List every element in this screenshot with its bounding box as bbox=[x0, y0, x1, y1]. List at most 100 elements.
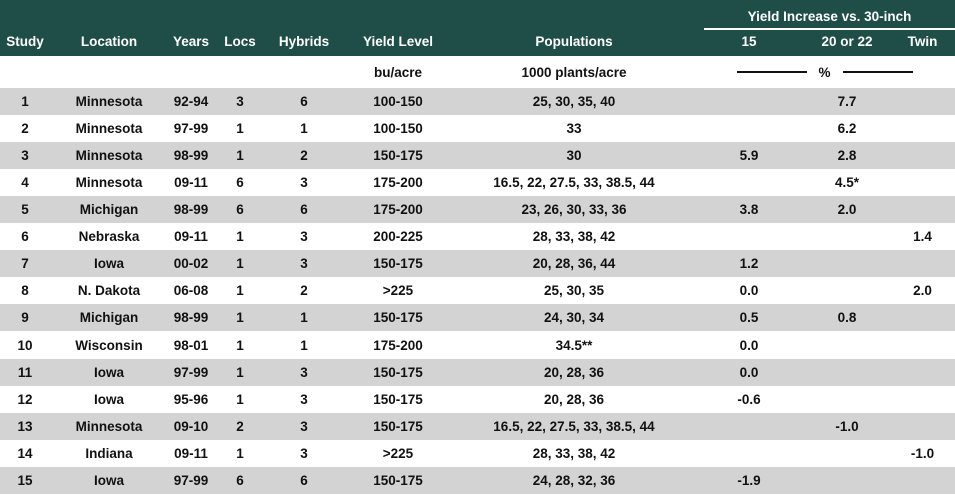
cell-study: 14 bbox=[17, 445, 33, 461]
cell-inc-20-or-22 bbox=[804, 223, 890, 250]
cell-hybrids: 6 bbox=[300, 472, 308, 488]
cell-inc-15: 1.2 bbox=[739, 256, 759, 272]
cell-yield-level: 150-175 bbox=[373, 256, 423, 272]
col-header-yield-level: Yield Level bbox=[342, 30, 454, 56]
column-header-row: Study Location Years Locs Hybrids Yield … bbox=[0, 30, 955, 56]
cell-inc-20-or-22 bbox=[804, 386, 890, 413]
cell-populations: 24, 28, 32, 36 bbox=[532, 472, 616, 488]
col-header-locs: Locs bbox=[214, 30, 266, 56]
cell-inc-15: 0.0 bbox=[739, 337, 759, 353]
cell-years: 92-94 bbox=[173, 94, 209, 110]
table-row: 6 Nebraska 09-11 1 3 200-225 28, 33, 38, 42 1.4 bbox=[0, 223, 955, 251]
cell-yield-level: >225 bbox=[382, 283, 414, 299]
cell-location: N. Dakota bbox=[77, 283, 141, 299]
col-header-location: Location bbox=[50, 30, 168, 56]
group-header-label: Yield Increase vs. 30-inch bbox=[704, 9, 955, 30]
cell-study: 7 bbox=[21, 256, 29, 272]
table-row: 1 Minnesota 92-94 3 6 100-150 25, 30, 35, 40 7.… bbox=[0, 88, 955, 116]
cell-populations: 30 bbox=[566, 148, 582, 164]
cell-inc-15 bbox=[694, 440, 804, 467]
col-header-15: 15 bbox=[694, 30, 804, 56]
cell-yield-level: 175-200 bbox=[373, 337, 423, 353]
cell-yield-level: 175-200 bbox=[373, 175, 423, 191]
cell-location: Nebraska bbox=[78, 229, 140, 245]
cell-years: 97-99 bbox=[173, 472, 209, 488]
cell-yield-level: 200-225 bbox=[373, 229, 423, 245]
cell-hybrids: 1 bbox=[300, 310, 308, 326]
cell-yield-level: 150-175 bbox=[373, 472, 423, 488]
cell-inc-15: 0.5 bbox=[739, 310, 759, 326]
cell-inc-15 bbox=[694, 413, 804, 440]
cell-inc-20-or-22 bbox=[804, 440, 890, 467]
cell-yield-level: 150-175 bbox=[373, 391, 423, 407]
col-header-years: Years bbox=[168, 30, 214, 56]
cell-locs: 6 bbox=[236, 202, 244, 218]
units-row: bu/acre 1000 plants/acre % bbox=[0, 56, 955, 89]
units-spacer bbox=[0, 56, 342, 88]
cell-populations: 16.5, 22, 27.5, 33, 38.5, 44 bbox=[493, 175, 655, 191]
cell-years: 09-11 bbox=[174, 229, 208, 245]
cell-hybrids: 3 bbox=[300, 418, 308, 434]
cell-populations: 23, 26, 30, 33, 36 bbox=[521, 202, 627, 218]
cell-inc-twin bbox=[890, 304, 955, 331]
cell-locs: 1 bbox=[236, 310, 244, 326]
table-row: 11 Iowa 97-99 1 3 150-175 20, 28, 36 0.0 bbox=[0, 358, 955, 386]
cell-yield-level: 150-175 bbox=[373, 418, 423, 434]
cell-inc-twin bbox=[890, 467, 955, 494]
cell-inc-15: 3.8 bbox=[739, 202, 759, 218]
table-row: 5 Michigan 98-99 6 6 175-200 23, 26, 30, 33, 3… bbox=[0, 196, 955, 224]
cell-populations: 25, 30, 35, 40 bbox=[532, 94, 616, 110]
table-row: 14 Indiana 09-11 1 3 >225 28, 33, 38, 42 -1.0 bbox=[0, 439, 955, 467]
table-body: bu/acre 1000 plants/acre % 1 Minnesota 92-… bbox=[0, 56, 955, 494]
cell-yield-level: 150-175 bbox=[373, 148, 423, 164]
table-row: 8 N. Dakota 06-08 1 2 >225 25, 30, 35 0.0 2.0 bbox=[0, 277, 955, 305]
table-row: 2 Minnesota 97-99 1 1 100-150 33 6.2 bbox=[0, 115, 955, 143]
cell-location: Iowa bbox=[93, 391, 124, 407]
col-header-hybrids: Hybrids bbox=[266, 30, 342, 56]
cell-locs: 1 bbox=[236, 148, 244, 164]
group-header-spacer bbox=[0, 0, 694, 30]
cell-study: 1 bbox=[21, 94, 29, 110]
cell-hybrids: 6 bbox=[300, 202, 308, 218]
cell-hybrids: 3 bbox=[300, 175, 308, 191]
cell-location: Minnesota bbox=[75, 121, 143, 137]
col-header-twin: Twin bbox=[890, 30, 955, 56]
cell-inc-15 bbox=[694, 115, 804, 142]
cell-inc-15: -1.9 bbox=[737, 472, 761, 488]
cell-study: 5 bbox=[21, 202, 29, 218]
table-header: Yield Increase vs. 30-inch Study Locatio… bbox=[0, 0, 955, 56]
group-header-yield-increase: Yield Increase vs. 30-inch bbox=[694, 0, 955, 30]
cell-inc-20-or-22: 0.8 bbox=[837, 310, 857, 326]
percent-rule-left bbox=[736, 71, 807, 74]
cell-years: 97-99 bbox=[173, 121, 209, 137]
cell-study: 2 bbox=[21, 121, 29, 137]
cell-populations: 20, 28, 36, 44 bbox=[532, 256, 616, 272]
cell-hybrids: 3 bbox=[300, 256, 308, 272]
cell-yield-level: 150-175 bbox=[373, 364, 423, 380]
cell-yield-level: 150-175 bbox=[373, 310, 423, 326]
cell-location: Michigan bbox=[79, 202, 139, 218]
cell-inc-twin bbox=[890, 413, 955, 440]
cell-inc-20-or-22: -1.0 bbox=[835, 418, 859, 434]
cell-study: 15 bbox=[17, 472, 33, 488]
cell-study: 6 bbox=[21, 229, 29, 245]
cell-locs: 3 bbox=[236, 94, 244, 110]
cell-locs: 1 bbox=[236, 445, 244, 461]
col-header-20-or-22: 20 or 22 bbox=[804, 30, 890, 56]
cell-hybrids: 3 bbox=[300, 364, 308, 380]
cell-hybrids: 1 bbox=[300, 337, 308, 353]
cell-inc-20-or-22: 7.7 bbox=[837, 94, 857, 110]
cell-populations: 20, 28, 36 bbox=[543, 364, 605, 380]
table-row: 12 Iowa 95-96 1 3 150-175 20, 28, 36 -0.6 bbox=[0, 385, 955, 413]
cell-inc-twin bbox=[890, 331, 955, 358]
cell-locs: 6 bbox=[236, 472, 244, 488]
cell-populations: 25, 30, 35 bbox=[543, 283, 605, 299]
cell-hybrids: 2 bbox=[300, 283, 308, 299]
cell-locs: 1 bbox=[236, 256, 244, 272]
cell-study: 11 bbox=[17, 364, 33, 380]
cell-locs: 1 bbox=[236, 283, 244, 299]
units-yield-increase: % bbox=[694, 56, 955, 88]
table-row: 10 Wisconsin 98-01 1 1 175-200 34.5** 0.0 bbox=[0, 331, 955, 359]
cell-yield-level: 175-200 bbox=[373, 202, 423, 218]
cell-locs: 1 bbox=[236, 121, 244, 137]
